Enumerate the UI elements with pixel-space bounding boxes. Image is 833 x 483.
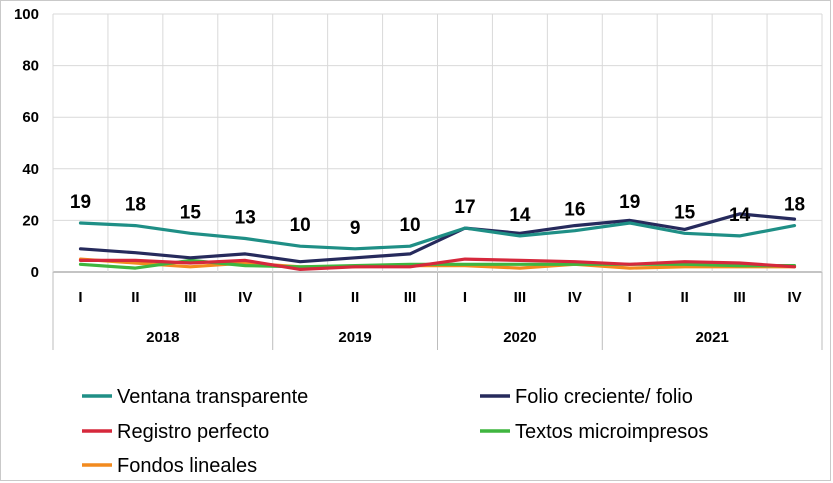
- y-tick-label: 0: [31, 264, 39, 281]
- legend-label: Fondos lineales: [117, 455, 257, 477]
- y-tick-label: 20: [22, 212, 39, 229]
- data-label: 16: [564, 200, 585, 221]
- legend-label: Textos microimpresos: [515, 421, 708, 443]
- x-tick-label: III: [514, 289, 527, 306]
- x-tick-label: II: [351, 289, 359, 306]
- x-tick-label: IV: [238, 289, 252, 306]
- data-label: 13: [235, 207, 256, 228]
- x-tick-label: IV: [787, 289, 801, 306]
- data-label: 19: [619, 192, 640, 213]
- series-line: [78, 212, 797, 264]
- series-line: [78, 221, 797, 251]
- data-label: 15: [674, 202, 696, 223]
- data-label: 14: [509, 205, 531, 226]
- data-label: 17: [454, 197, 475, 218]
- data-label: 9: [350, 218, 361, 239]
- data-label: 18: [125, 195, 146, 216]
- y-tick-label: 40: [22, 161, 39, 178]
- legend-label: Ventana transparente: [117, 386, 308, 408]
- gridlines: [52, 13, 823, 273]
- data-labels: 19 18 15 13 10 9 10 17 14 16 19 15 14 18: [70, 192, 805, 239]
- data-label: 18: [784, 195, 805, 216]
- x-tick-label: I: [463, 289, 467, 306]
- legend-label: Registro perfecto: [117, 421, 269, 443]
- legend-label: Folio creciente/ folio: [515, 386, 693, 408]
- x-tick-label: I: [298, 289, 302, 306]
- y-tick-label: 100: [14, 6, 39, 23]
- x-tick-label: I: [78, 289, 82, 306]
- x-tick-label: III: [404, 289, 417, 306]
- y-tick-label: 60: [22, 109, 39, 126]
- data-label: 10: [399, 215, 420, 236]
- y-axis-ticks: 0 20 40 60 80 100: [14, 6, 39, 281]
- x-group-label: 2021: [695, 329, 728, 346]
- x-tick-label: II: [131, 289, 139, 306]
- x-tick-label: II: [681, 289, 689, 306]
- data-label: 19: [70, 192, 91, 213]
- x-group-label: 2018: [146, 329, 179, 346]
- x-tick-label: III: [733, 289, 746, 306]
- legend: Ventana transparente Folio creciente/ fol…: [82, 386, 708, 477]
- data-label: 10: [290, 215, 311, 236]
- data-label: 15: [180, 202, 202, 223]
- data-label: 14: [729, 205, 751, 226]
- x-group-label: 2020: [503, 329, 536, 346]
- series-line: [78, 257, 797, 271]
- x-tick-label: III: [184, 289, 197, 306]
- x-group-label: 2019: [338, 329, 371, 346]
- series-lines: [78, 212, 797, 271]
- x-tick-label: IV: [568, 289, 582, 306]
- y-tick-label: 80: [22, 58, 39, 75]
- x-tick-label: I: [628, 289, 632, 306]
